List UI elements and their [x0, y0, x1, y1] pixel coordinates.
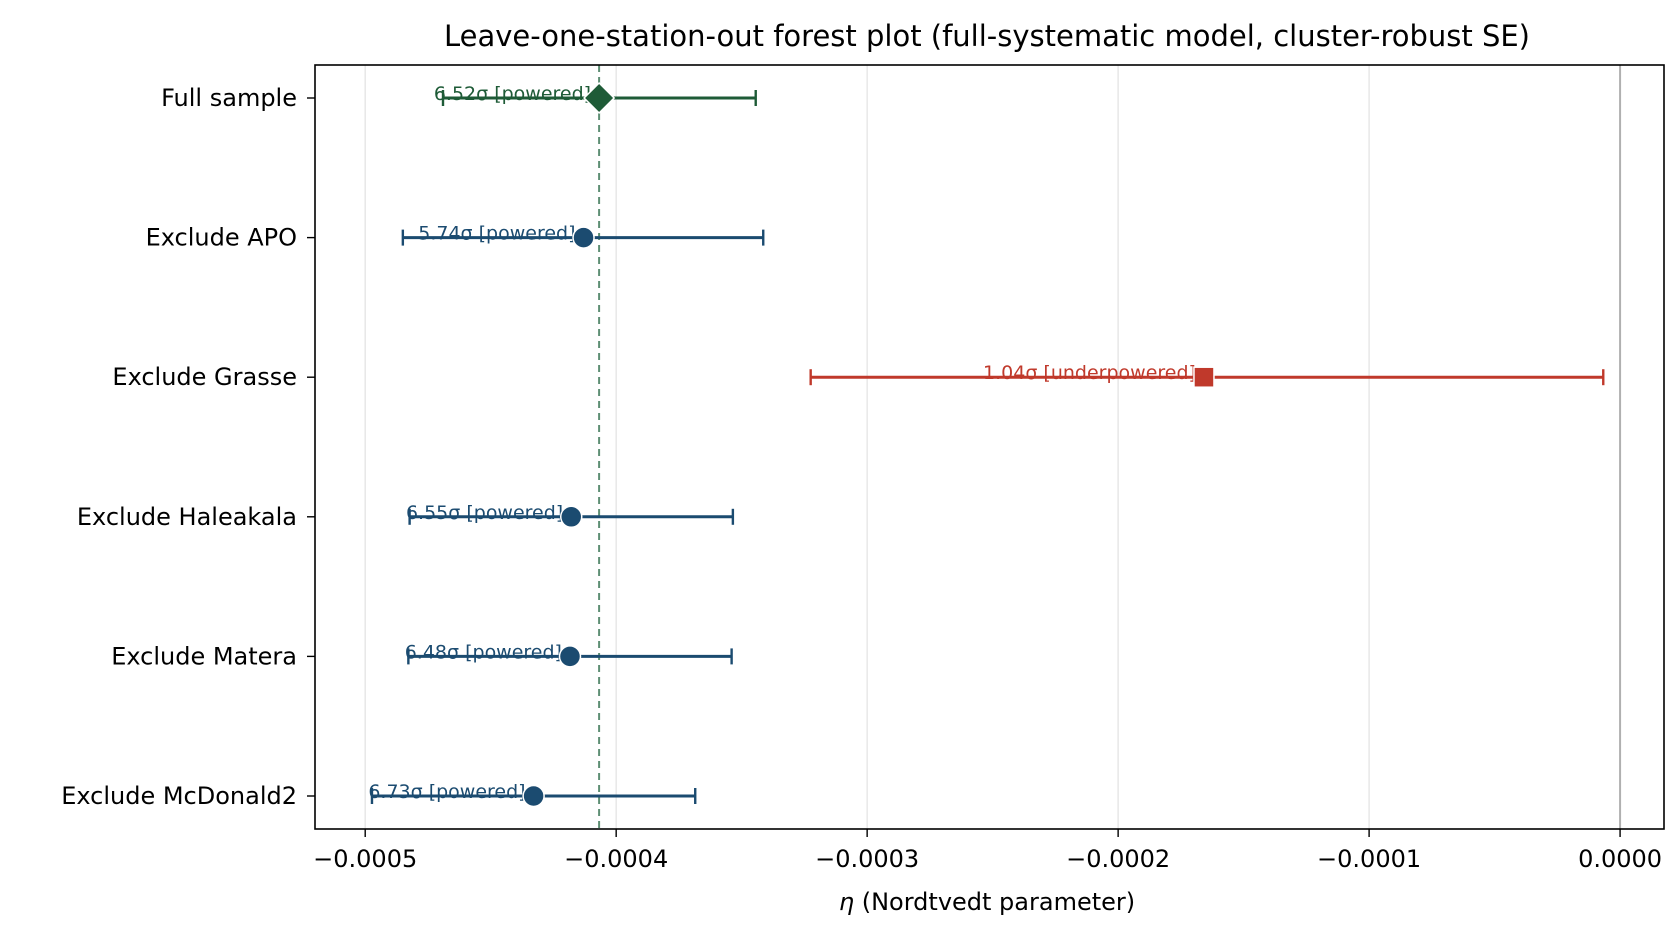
plot-frame — [314, 64, 1665, 830]
x-axis: −0.0005 −0.0004 −0.0003 −0.0002 −0.0001 0.000… — [313, 829, 1662, 873]
chart-title: Leave-one-station-out forest plot (full-… — [444, 19, 1530, 53]
sigma-annotation: 6.55σ [powered] — [406, 502, 563, 524]
sigma-annotation: 6.52σ [powered] — [434, 83, 591, 105]
y-tick-label: Full sample — [161, 84, 297, 112]
sigma-annotation: 1.04σ [underpowered] — [983, 362, 1196, 384]
y-tick-label: Exclude Grasse — [112, 363, 297, 391]
x-axis-label-text: (Nordtvedt parameter) — [854, 888, 1135, 916]
estimate-marker-circle — [558, 645, 582, 668]
estimate-marker-circle — [522, 784, 545, 808]
data-layer: 6.52σ [powered] 5.74σ [powered] 1.04σ [und… — [368, 81, 1605, 808]
forest-row: 6.73σ [powered] — [368, 781, 697, 808]
forest-row: 6.55σ [powered] — [406, 502, 735, 529]
x-tick-label: −0.0004 — [564, 845, 668, 873]
forest-row: 5.74σ [powered] — [401, 223, 765, 249]
y-axis: Full sample Exclude APO Exclude Grasse Excl… — [61, 84, 315, 810]
estimate-marker-diamond — [583, 81, 616, 115]
estimate-marker-square — [1193, 366, 1215, 388]
x-axis-label: η (Nordtvedt parameter) — [839, 888, 1135, 916]
sigma-annotation: 6.48σ [powered] — [405, 641, 562, 663]
x-tick-label: −0.0005 — [313, 845, 417, 873]
sigma-annotation: 5.74σ [powered] — [418, 223, 575, 245]
grid-layer — [364, 65, 1370, 829]
y-tick-label: Exclude Haleakala — [77, 503, 297, 531]
forest-row: 6.48σ [powered] — [405, 641, 733, 668]
x-tick-label: 0.0000 — [1578, 845, 1662, 873]
forest-row: 6.52σ [powered] — [434, 81, 757, 115]
x-tick-label: −0.0001 — [1317, 845, 1421, 873]
x-tick-label: −0.0002 — [1066, 845, 1170, 873]
y-tick-label: Exclude McDonald2 — [61, 782, 297, 810]
x-axis-label-symbol: η — [839, 888, 854, 916]
x-tick-label: −0.0003 — [815, 845, 919, 873]
y-tick-label: Exclude Matera — [111, 642, 297, 670]
sigma-annotation: 6.73σ [powered] — [368, 781, 525, 803]
estimate-marker-circle — [559, 505, 583, 529]
forest-row: 1.04σ [underpowered] — [809, 362, 1605, 388]
estimate-marker-circle — [572, 226, 595, 249]
reference-lines — [598, 65, 1622, 829]
y-tick-label: Exclude APO — [146, 224, 297, 252]
